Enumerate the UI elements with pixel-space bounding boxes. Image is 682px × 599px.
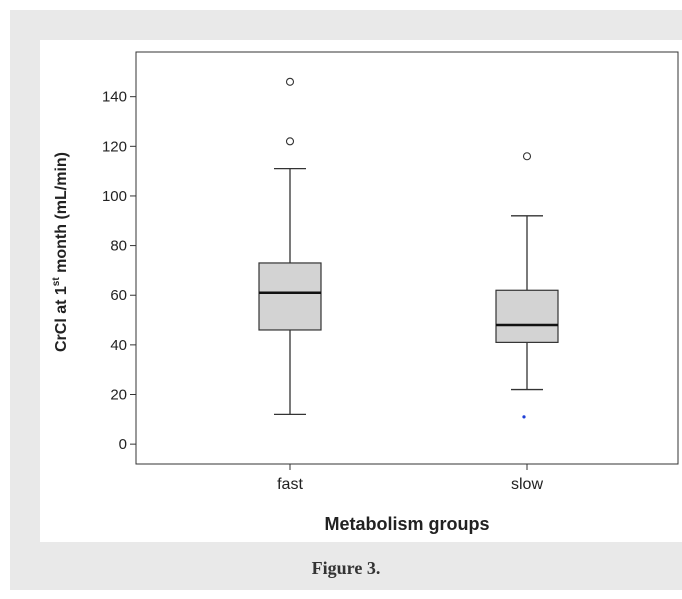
figure-caption: Figure 3.: [311, 558, 381, 578]
y-tick-label: 100: [102, 188, 127, 205]
y-tick-label: 120: [102, 138, 127, 155]
x-axis-label: Metabolism groups: [324, 514, 489, 534]
outlier-point: [285, 137, 295, 146]
x-tick-label: fast: [277, 476, 303, 493]
box-slow: [495, 152, 559, 419]
y-axis: 0 20 40 60 80 100 120 140: [102, 89, 136, 453]
plot-area: 0 20 40 60 80 100 120 140 fast slow CrCl at 1st …: [40, 40, 682, 542]
x-axis: fast slow: [277, 464, 543, 493]
plot-frame: [135, 51, 679, 465]
box-plot-chart: 0 20 40 60 80 100 120 140 fast slow CrCl at 1st …: [51, 51, 679, 534]
figure-panel: 0 20 40 60 80 100 120 140 fast slow CrCl at 1st …: [10, 10, 682, 590]
y-tick-label: 20: [110, 387, 127, 404]
iqr-box: [495, 289, 559, 343]
y-tick-label: 0: [119, 436, 127, 453]
extreme-point: [522, 415, 526, 419]
outlier-point: [285, 77, 295, 86]
iqr-box: [258, 262, 322, 331]
y-axis-label: CrCl at 1st month (mL/min): [51, 152, 70, 352]
x-tick-label: slow: [511, 476, 543, 493]
y-tick-label: 140: [102, 89, 127, 106]
y-tick-label: 60: [110, 287, 127, 304]
y-tick-label: 40: [110, 337, 127, 354]
y-tick-label: 80: [110, 238, 127, 255]
outlier-point: [522, 152, 532, 161]
boxes: [258, 77, 559, 419]
box-fast: [258, 77, 322, 416]
